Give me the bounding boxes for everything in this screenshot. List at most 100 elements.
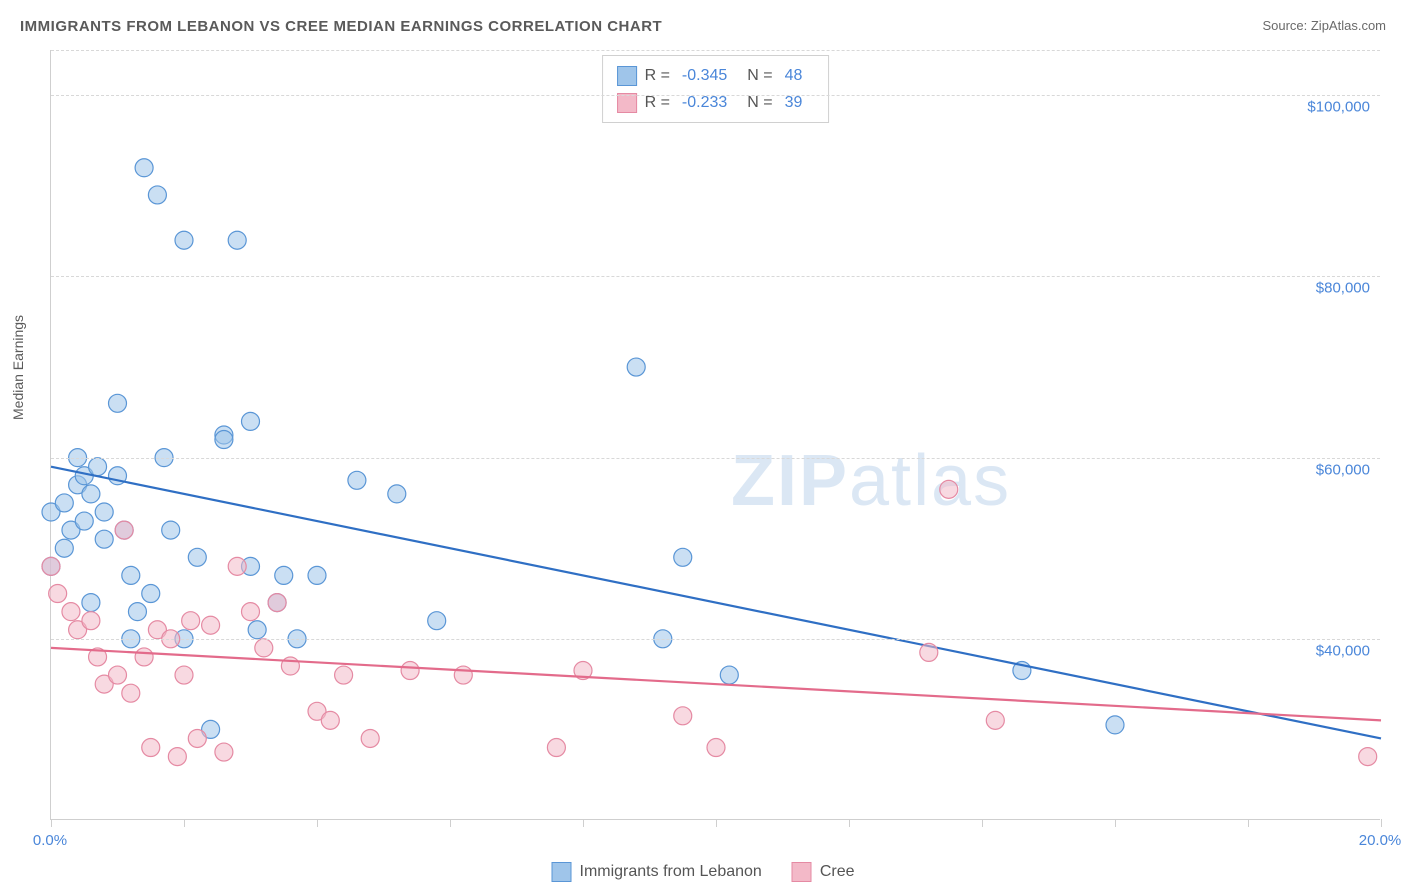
- r-value: -0.345: [682, 62, 727, 89]
- legend-item: Immigrants from Lebanon: [552, 862, 762, 882]
- data-point-lebanon: [720, 666, 738, 684]
- data-point-cree: [82, 612, 100, 630]
- x-tick: [716, 819, 717, 827]
- x-tick: [1115, 819, 1116, 827]
- data-point-lebanon: [388, 485, 406, 503]
- series-legend: Immigrants from Lebanon Cree: [552, 862, 855, 882]
- data-point-lebanon: [128, 603, 146, 621]
- data-point-cree: [42, 557, 60, 575]
- gridline: [51, 50, 1380, 51]
- x-tick: [317, 819, 318, 827]
- data-point-cree: [454, 666, 472, 684]
- n-label: N =: [747, 62, 772, 89]
- data-point-cree: [920, 643, 938, 661]
- data-point-cree: [940, 480, 958, 498]
- data-point-lebanon: [627, 358, 645, 376]
- data-point-cree: [1359, 748, 1377, 766]
- chart-title: IMMIGRANTS FROM LEBANON VS CREE MEDIAN E…: [20, 18, 662, 35]
- data-point-cree: [142, 739, 160, 757]
- trend-line-cree: [51, 648, 1381, 720]
- x-tick: [51, 819, 52, 827]
- data-point-cree: [321, 711, 339, 729]
- r-label: R =: [645, 62, 670, 89]
- data-point-cree: [361, 729, 379, 747]
- data-point-lebanon: [348, 471, 366, 489]
- y-tick-label: $80,000: [1316, 280, 1370, 297]
- gridline: [51, 95, 1380, 96]
- data-point-cree: [109, 666, 127, 684]
- data-point-cree: [182, 612, 200, 630]
- x-tick: [982, 819, 983, 827]
- data-point-cree: [215, 743, 233, 761]
- data-point-cree: [228, 557, 246, 575]
- legend-row-cree: R = -0.233 N = 39: [617, 89, 815, 116]
- data-point-cree: [335, 666, 353, 684]
- correlation-legend: R = -0.345 N = 48 R = -0.233 N = 39: [602, 55, 830, 123]
- data-point-cree: [268, 594, 286, 612]
- data-point-lebanon: [242, 412, 260, 430]
- data-point-lebanon: [674, 548, 692, 566]
- data-point-lebanon: [82, 594, 100, 612]
- scatter-svg: [51, 50, 1380, 819]
- n-label: N =: [747, 89, 772, 116]
- r-value: -0.233: [682, 89, 727, 116]
- data-point-lebanon: [135, 159, 153, 177]
- data-point-cree: [115, 521, 133, 539]
- data-point-lebanon: [188, 548, 206, 566]
- data-point-cree: [135, 648, 153, 666]
- source-label: Source: ZipAtlas.com: [1262, 18, 1386, 33]
- data-point-cree: [547, 739, 565, 757]
- n-value: 48: [785, 62, 803, 89]
- y-axis-label: Median Earnings: [10, 315, 26, 420]
- data-point-lebanon: [428, 612, 446, 630]
- data-point-lebanon: [275, 566, 293, 584]
- data-point-lebanon: [95, 530, 113, 548]
- data-point-lebanon: [55, 494, 73, 512]
- x-tick: [184, 819, 185, 827]
- data-point-lebanon: [95, 503, 113, 521]
- x-tick: [450, 819, 451, 827]
- data-point-lebanon: [55, 539, 73, 557]
- legend-item: Cree: [792, 862, 855, 882]
- data-point-cree: [62, 603, 80, 621]
- data-point-lebanon: [308, 566, 326, 584]
- data-point-lebanon: [148, 186, 166, 204]
- y-tick-label: $100,000: [1307, 99, 1370, 116]
- data-point-lebanon: [75, 512, 93, 530]
- data-point-cree: [255, 639, 273, 657]
- data-point-cree: [986, 711, 1004, 729]
- data-point-lebanon: [248, 621, 266, 639]
- data-point-cree: [49, 585, 67, 603]
- data-point-cree: [401, 662, 419, 680]
- x-tick: [583, 819, 584, 827]
- data-point-lebanon: [142, 585, 160, 603]
- x-tick: [1248, 819, 1249, 827]
- x-tick: [1381, 819, 1382, 827]
- data-point-cree: [707, 739, 725, 757]
- legend-label: Cree: [820, 863, 855, 881]
- n-value: 39: [785, 89, 803, 116]
- data-point-cree: [168, 748, 186, 766]
- data-point-cree: [242, 603, 260, 621]
- gridline: [51, 458, 1380, 459]
- chart-plot-area: ZIPatlas R =-0.345N =48R =-0.233N =39 $4…: [50, 50, 1380, 820]
- legend-swatch-icon: [617, 66, 637, 86]
- x-tick: [849, 819, 850, 827]
- data-point-lebanon: [1106, 716, 1124, 734]
- data-point-lebanon: [122, 566, 140, 584]
- x-tick-label: 20.0%: [1359, 832, 1402, 849]
- data-point-lebanon: [228, 231, 246, 249]
- y-tick-label: $60,000: [1316, 461, 1370, 478]
- r-label: R =: [645, 89, 670, 116]
- x-tick-label: 0.0%: [33, 832, 67, 849]
- data-point-lebanon: [215, 431, 233, 449]
- data-point-lebanon: [89, 458, 107, 476]
- gridline: [51, 639, 1380, 640]
- data-point-cree: [175, 666, 193, 684]
- data-point-cree: [188, 729, 206, 747]
- data-point-lebanon: [109, 394, 127, 412]
- gridline: [51, 276, 1380, 277]
- legend-swatch-icon: [552, 862, 572, 882]
- data-point-lebanon: [162, 521, 180, 539]
- data-point-cree: [122, 684, 140, 702]
